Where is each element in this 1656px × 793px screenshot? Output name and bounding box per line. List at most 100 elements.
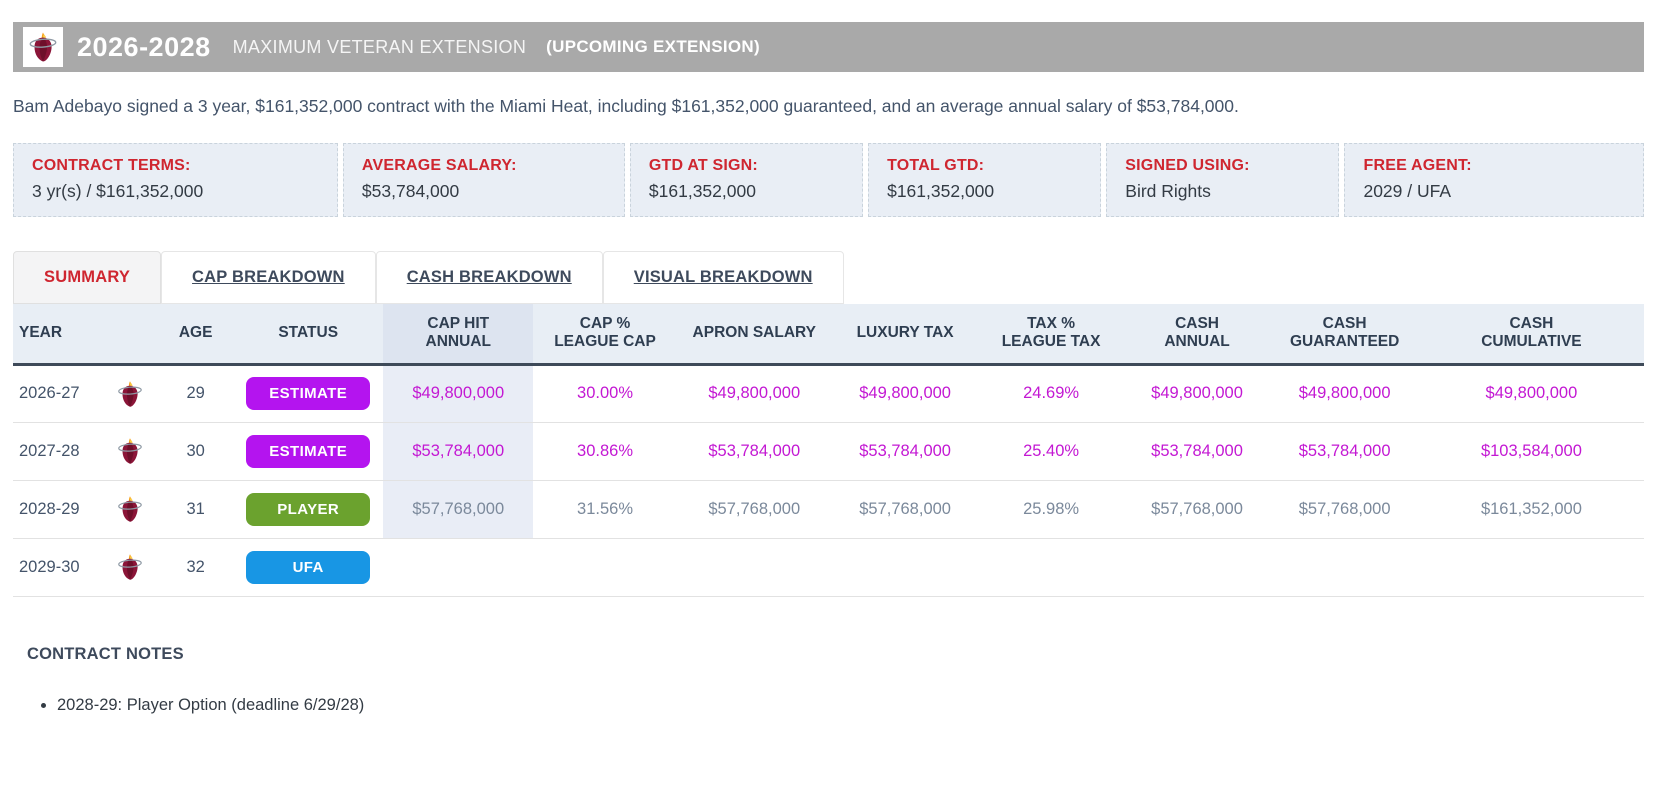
- term-box: AVERAGE SALARY: $53,784,000: [342, 143, 625, 217]
- miami-heat-logo-icon: [118, 380, 143, 407]
- breakdown-tabs: SUMMARY CAP BREAKDOWN CASH BREAKDOWN VISUAL…: [13, 251, 1644, 304]
- cashcum-cell: $161,352,000: [1418, 480, 1644, 539]
- column-header-age: AGE: [158, 304, 234, 366]
- team-logo[interactable]: [23, 27, 63, 67]
- term-value: Bird Rights: [1125, 181, 1211, 201]
- contract-note-item: 2028-29: Player Option (deadline 6/29/28…: [57, 696, 1644, 715]
- term-box: SIGNED USING: Bird Rights: [1106, 143, 1340, 217]
- term-box: TOTAL GTD: $161,352,000: [868, 143, 1102, 217]
- status-badge-estimate: ESTIMATE: [246, 434, 371, 468]
- column-header-year: YEAR: [13, 304, 103, 366]
- cashgtd-cell: $57,768,000: [1270, 480, 1419, 539]
- term-label: TOTAL GTD:: [887, 157, 985, 174]
- miami-heat-logo-icon: [29, 32, 57, 62]
- term-value: $161,352,000: [887, 181, 995, 201]
- term-label: FREE AGENT:: [1363, 157, 1472, 174]
- luxury-cell: $57,768,000: [831, 480, 979, 539]
- term-value: $53,784,000: [361, 181, 460, 201]
- taxpct-cell: 25.98%: [978, 480, 1124, 539]
- caphit-cell: $53,784,000: [383, 422, 534, 481]
- cappct-cell: 30.00%: [533, 364, 677, 423]
- column-header-cappct: CAP % LEAGUE CAP: [533, 304, 677, 366]
- cappct-cell: 31.56%: [533, 480, 677, 539]
- term-label: GTD AT SIGN:: [648, 157, 758, 174]
- term-label: AVERAGE SALARY:: [361, 157, 517, 174]
- age-cell: 32: [158, 538, 234, 597]
- cappct-cell: [533, 538, 677, 597]
- luxury-cell: [831, 538, 979, 597]
- cashcum-cell: $103,584,000: [1418, 422, 1644, 481]
- apron-cell: $57,768,000: [676, 480, 832, 539]
- year-cell: 2027-28: [13, 422, 103, 481]
- column-header-caphit: CAP HIT ANNUAL: [383, 304, 534, 366]
- status-badge-estimate: ESTIMATE: [246, 377, 371, 410]
- cashcum-cell: [1418, 538, 1644, 597]
- taxpct-cell: [978, 538, 1124, 597]
- cashgtd-cell: $53,784,000: [1270, 422, 1419, 481]
- cashannual-cell: $57,768,000: [1123, 480, 1271, 539]
- table-row-2028-29: 2028-29 31 PLAYER $57,768,000 31.56% $57,768,…: [13, 480, 1644, 539]
- miami-heat-logo-icon: [118, 438, 143, 464]
- luxury-cell: $49,800,000: [831, 364, 979, 423]
- tab-cash-breakdown[interactable]: CASH BREAKDOWN: [375, 251, 603, 304]
- cashannual-cell: [1123, 538, 1271, 597]
- table-row-2026-27: 2026-27 29 ESTIMATE $49,800,000 30.00% $49,80…: [13, 364, 1644, 423]
- luxury-cell: $53,784,000: [831, 422, 979, 481]
- age-cell: 31: [158, 480, 234, 539]
- apron-cell: [676, 538, 832, 597]
- team-logo-cell[interactable]: [102, 364, 159, 423]
- team-logo-cell[interactable]: [102, 538, 159, 597]
- year-cell: 2026-27: [13, 364, 103, 423]
- table-row-2027-28: 2027-28 30 ESTIMATE $53,784,000 30.86% $53,78…: [13, 422, 1644, 481]
- miami-heat-logo-icon: [118, 496, 143, 522]
- term-box: FREE AGENT: 2029 / UFA: [1344, 143, 1645, 217]
- apron-cell: $49,800,000: [676, 364, 832, 423]
- team-logo-cell[interactable]: [102, 480, 159, 539]
- contract-notes-heading: CONTRACT NOTES: [27, 644, 184, 663]
- status-cell: PLAYER: [233, 480, 384, 539]
- caphit-cell: $57,768,000: [383, 480, 534, 539]
- cashannual-cell: $53,784,000: [1123, 422, 1271, 481]
- term-box: CONTRACT TERMS: 3 yr(s) / $161,352,000: [13, 143, 338, 217]
- contract-summary-table: YEAR AGE STATUS CAP HIT ANNUAL CAP % LEAGUE CA…: [13, 304, 1644, 597]
- column-header-luxury: LUXURY TAX: [831, 304, 979, 366]
- term-value: 3 yr(s) / $161,352,000: [32, 181, 204, 201]
- term-label: SIGNED USING:: [1125, 157, 1250, 174]
- cashannual-cell: $49,800,000: [1123, 364, 1271, 423]
- upcoming-extension-tag: (UPCOMING EXTENSION): [546, 37, 760, 56]
- term-value: $161,352,000: [648, 181, 756, 201]
- team-logo-cell[interactable]: [102, 422, 159, 481]
- taxpct-cell: 24.69%: [978, 364, 1124, 423]
- column-header-taxpct: TAX % LEAGUE TAX: [978, 304, 1124, 366]
- table-row-2029-30: 2029-30 32 UFA: [13, 538, 1644, 597]
- column-header-cashcum: CASH CUMULATIVE: [1418, 304, 1644, 366]
- tab-summary[interactable]: SUMMARY: [13, 251, 162, 304]
- table-header-row: YEAR AGE STATUS CAP HIT ANNUAL CAP % LEAGUE CA…: [13, 304, 1644, 366]
- column-header-cashannual: CASH ANNUAL: [1123, 304, 1271, 366]
- contract-notes-list: 2028-29: Player Option (deadline 6/29/28…: [57, 696, 1644, 715]
- caphit-cell: [383, 538, 534, 597]
- tab-visual-breakdown[interactable]: VISUAL BREAKDOWN: [602, 251, 844, 304]
- contract-title-bar: 2026-2028 MAXIMUM VETERAN EXTENSION (UPC…: [13, 22, 1644, 72]
- status-badge-ufa: UFA: [246, 550, 371, 584]
- column-header-cashgtd: CASH GUARANTEED: [1270, 304, 1419, 366]
- tab-cap-breakdown[interactable]: CAP BREAKDOWN: [161, 251, 376, 304]
- cappct-cell: 30.86%: [533, 422, 677, 481]
- age-cell: 29: [158, 364, 234, 423]
- year-cell: 2029-30: [13, 538, 103, 597]
- column-header-status: STATUS: [233, 304, 384, 366]
- cashgtd-cell: [1270, 538, 1419, 597]
- term-box: GTD AT SIGN: $161,352,000: [629, 143, 864, 217]
- cashcum-cell: $49,800,000: [1418, 364, 1644, 423]
- contract-years-title: 2026-2028: [77, 31, 211, 62]
- cashgtd-cell: $49,800,000: [1270, 364, 1419, 423]
- column-header-apron: APRON SALARY: [676, 304, 832, 366]
- year-cell: 2028-29: [13, 480, 103, 539]
- column-header-logo: [102, 304, 159, 366]
- contract-type-label: MAXIMUM VETERAN EXTENSION: [232, 36, 527, 57]
- age-cell: 30: [158, 422, 234, 481]
- miami-heat-logo-icon: [118, 554, 143, 580]
- apron-cell: $53,784,000: [676, 422, 832, 481]
- taxpct-cell: 25.40%: [978, 422, 1124, 481]
